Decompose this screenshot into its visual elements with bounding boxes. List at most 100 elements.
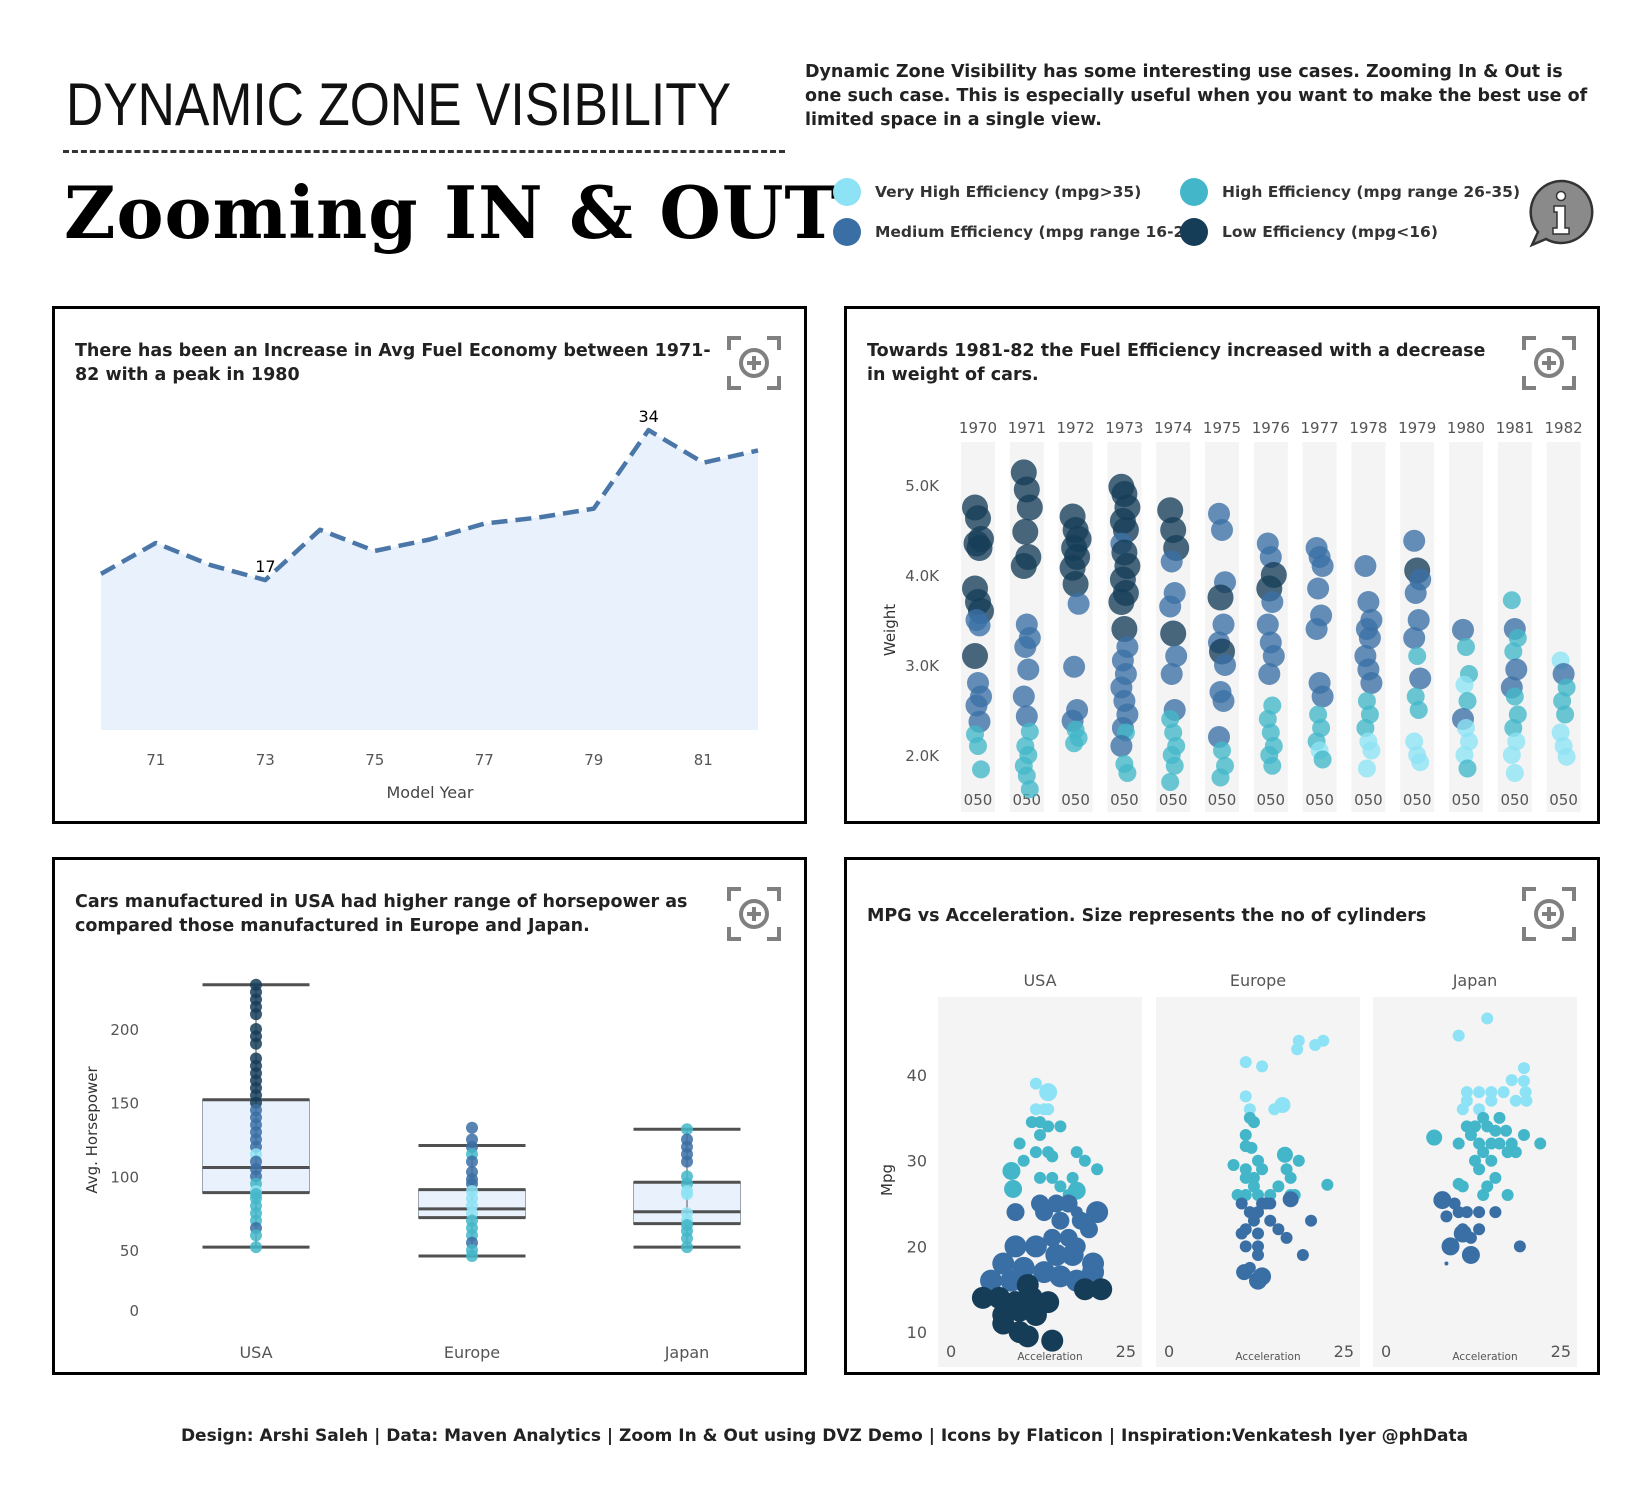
zoom-in-icon[interactable]: [1522, 887, 1576, 941]
scatter-point: [1016, 494, 1043, 521]
info-icon[interactable]: [1526, 178, 1596, 248]
scatter-point: [1452, 618, 1474, 641]
scatter-point: [1481, 1012, 1494, 1025]
scatter-point: [1214, 654, 1236, 676]
scatter-point: [1211, 768, 1230, 787]
scatter-point: [1477, 1188, 1490, 1201]
scatter-point: [1296, 1248, 1309, 1261]
scatter-point: [1517, 1062, 1530, 1075]
dashboard-title: DYNAMIC ZONE VISIBILITY: [66, 71, 732, 138]
x-tick-label: 25: [1551, 1342, 1571, 1361]
y-axis-title: Avg. Horsepower: [83, 1066, 101, 1194]
scatter-point: [966, 535, 993, 561]
scatter-point: [1504, 642, 1523, 661]
column-axis-label: 050: [1208, 791, 1237, 809]
scatter-point: [1489, 1124, 1502, 1137]
scatter-point: [1262, 645, 1285, 667]
column-header: 1974: [1154, 419, 1192, 437]
scatter-point: [1051, 1211, 1070, 1230]
panel-title: Towards 1981-82 the Fuel Efficiency incr…: [867, 341, 1486, 385]
box-data-point: [466, 1121, 478, 1134]
scatter-point: [1362, 741, 1381, 760]
title-divider: [63, 150, 785, 153]
scatter-point: [1317, 1034, 1330, 1047]
scatter-point: [1411, 753, 1430, 772]
scatter-point: [1249, 1271, 1267, 1290]
column-header: 1976: [1252, 419, 1290, 437]
scatter-point: [1557, 747, 1576, 766]
column-axis-label: 050: [1403, 791, 1432, 809]
scatter-point: [1497, 1086, 1510, 1099]
scatter-point: [1227, 1158, 1240, 1171]
scatter-point: [1252, 1240, 1264, 1253]
scatter-point: [1063, 655, 1086, 678]
zoom-in-icon[interactable]: [1522, 336, 1576, 390]
legend-item-very-high: Very High Efficiency (mpg>35): [833, 178, 1141, 206]
scatter-point: [1161, 710, 1180, 728]
scatter-point: [1440, 1210, 1453, 1223]
scatter-point: [1280, 1231, 1293, 1244]
scatter-point: [1042, 1120, 1055, 1133]
scatter-point: [1489, 1171, 1502, 1184]
scatter-point: [1354, 555, 1377, 577]
scatter-point: [1504, 719, 1523, 737]
scatter-point: [1551, 723, 1570, 742]
scatter-point: [1276, 1146, 1293, 1163]
scatter-point: [1045, 1243, 1068, 1266]
column-header: 1981: [1496, 419, 1534, 437]
box-data-point: [681, 1232, 693, 1245]
scatter-point: [1272, 1180, 1285, 1193]
scatter-point: [1307, 577, 1330, 600]
zoom-in-icon[interactable]: [727, 887, 781, 941]
legend-item-low: Low Efficiency (mpg<16): [1180, 218, 1438, 246]
scatter-point: [1161, 773, 1180, 791]
scatter-point: [1274, 1096, 1291, 1113]
scatter-point: [1473, 1163, 1486, 1176]
scatter-point: [1239, 1240, 1252, 1253]
scatter-point: [1520, 1094, 1533, 1107]
scatter-point: [1256, 1060, 1269, 1073]
scatter-point: [1239, 1163, 1252, 1176]
scatter-point: [1256, 613, 1279, 636]
box-data-point: [250, 1229, 262, 1242]
zoom-in-icon[interactable]: [727, 336, 781, 390]
column-axis-label: 050: [1354, 791, 1383, 809]
column-header: 1973: [1105, 419, 1143, 437]
scatter-point: [992, 1312, 1015, 1335]
scatter-point: [1108, 589, 1135, 615]
scatter-point: [1010, 553, 1037, 579]
scatter-point: [1034, 1128, 1046, 1141]
x-tick-label: 73: [256, 751, 275, 769]
scatter-point: [1507, 732, 1526, 751]
scatter-point: [1409, 701, 1428, 719]
scatter-point: [1441, 1237, 1460, 1256]
scatter-point: [1020, 780, 1039, 799]
scatter-point: [1509, 1146, 1522, 1159]
scatter-point: [1433, 1191, 1452, 1210]
scatter-point: [1061, 1243, 1084, 1266]
scatter-point: [1207, 584, 1234, 611]
panel-title: There has been an Increase in Avg Fuel E…: [75, 341, 711, 385]
scatter-point: [1458, 692, 1477, 710]
scatter-point: [1043, 1228, 1062, 1247]
scatter-point: [1473, 1223, 1486, 1236]
scatter-point: [1239, 1056, 1252, 1069]
scatter-point: [1079, 1220, 1098, 1239]
scatter-point: [1247, 1214, 1260, 1227]
column-header: 1979: [1398, 419, 1436, 437]
scatter-point: [1477, 1146, 1490, 1159]
scatter-point: [1485, 1086, 1498, 1099]
scatter-point: [1292, 1154, 1305, 1167]
scatter-point: [1461, 1245, 1480, 1264]
scatter-point: [968, 614, 991, 637]
mpg-vs-acceleration-chart: USA 0 25 Acceleration Europe 0 25 Acceleration J…: [878, 971, 1577, 1367]
x-axis-title: Acceleration: [1452, 1351, 1517, 1363]
scatter-point: [1426, 1129, 1443, 1146]
scatter-point: [971, 1286, 994, 1309]
scatter-point: [1457, 638, 1475, 656]
scatter-point: [1309, 705, 1328, 724]
column-band: [1058, 442, 1093, 812]
intro-text: Dynamic Zone Visibility has some interes…: [805, 62, 1588, 130]
y-tick-label: 200: [110, 1021, 139, 1039]
column-axis-label: 050: [1061, 791, 1090, 809]
